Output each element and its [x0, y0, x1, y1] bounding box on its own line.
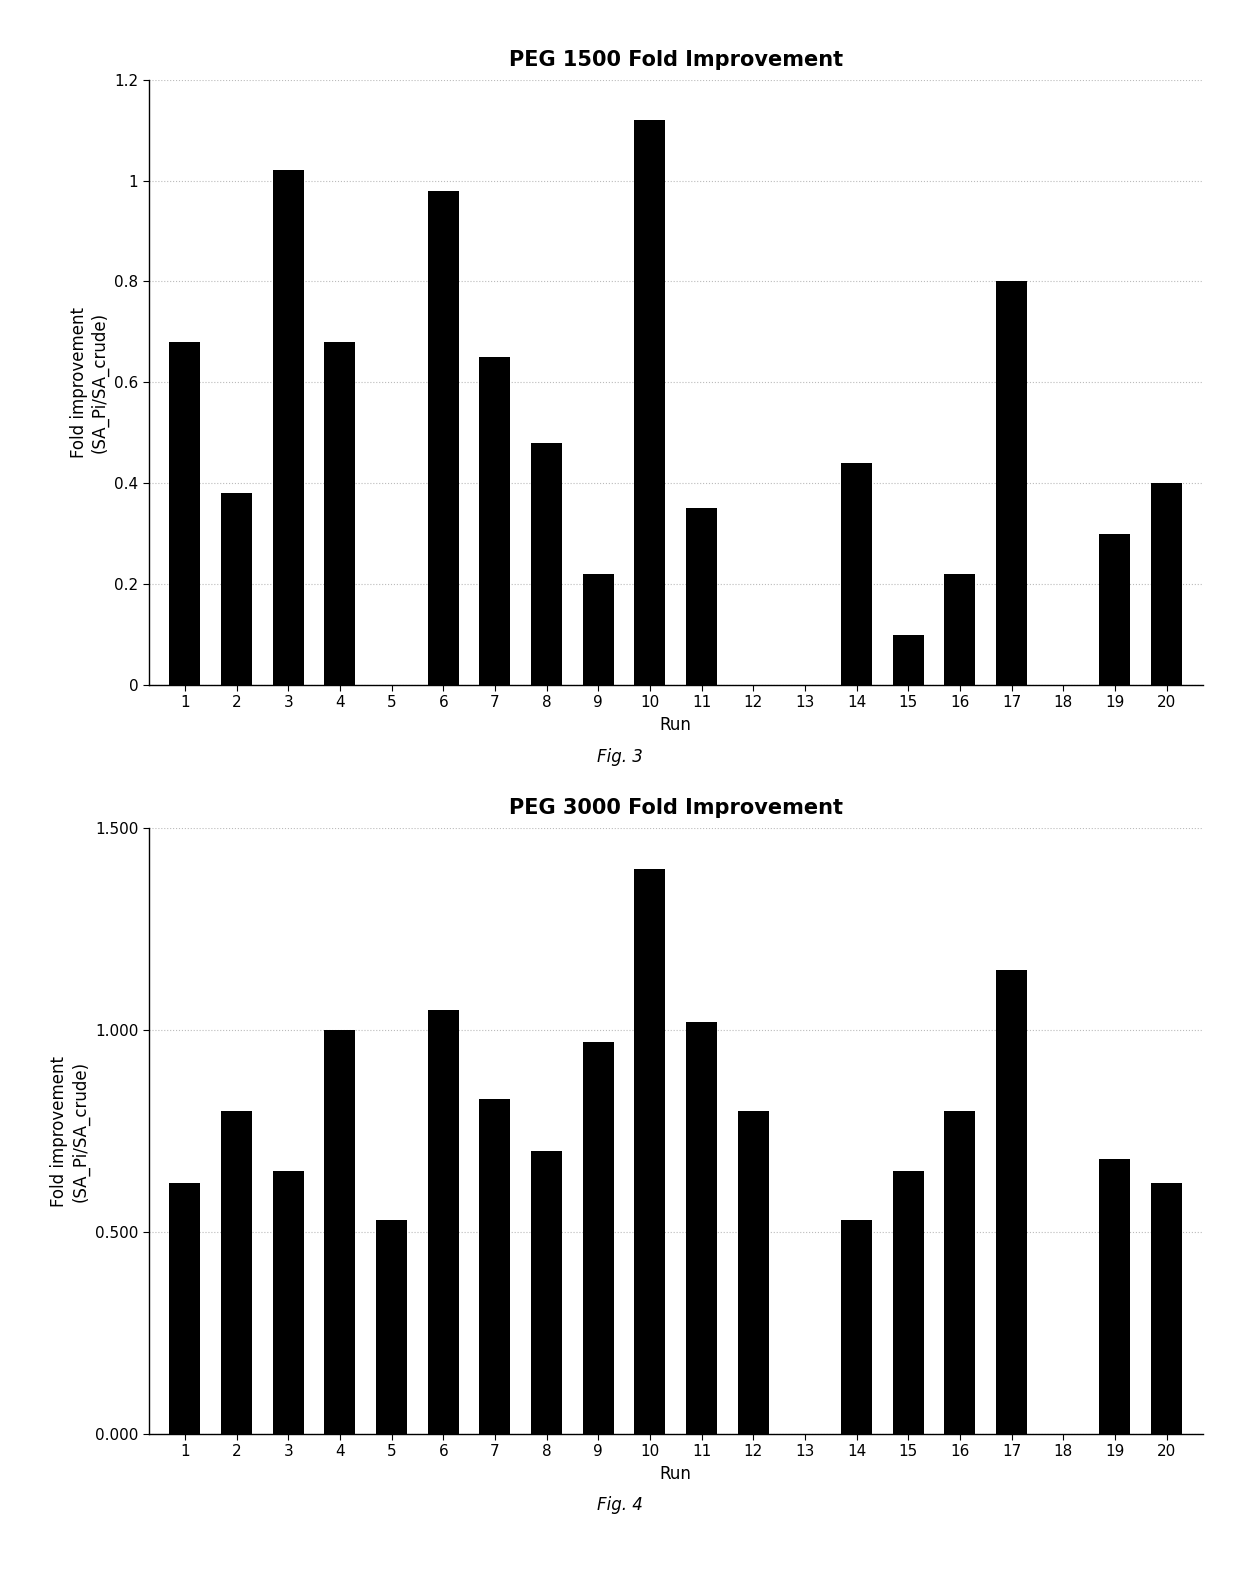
Bar [945, 573, 976, 685]
Bar [221, 1110, 252, 1434]
Bar [1151, 483, 1182, 685]
Bar [428, 191, 459, 685]
Bar [893, 1171, 924, 1434]
Title: PEG 1500 Fold Improvement: PEG 1500 Fold Improvement [508, 49, 843, 70]
Bar [170, 1184, 201, 1434]
Bar [635, 119, 666, 685]
Bar [583, 573, 614, 685]
Text: Fig. 4: Fig. 4 [598, 1496, 642, 1515]
Bar [738, 1110, 769, 1434]
Bar [221, 494, 252, 685]
Bar [1151, 1184, 1182, 1434]
Bar [635, 868, 666, 1434]
Bar [428, 1010, 459, 1434]
Bar [686, 508, 717, 685]
Bar [480, 357, 511, 685]
X-axis label: Run: Run [660, 715, 692, 734]
Bar [273, 170, 304, 685]
Bar [480, 1099, 511, 1434]
Text: Fig. 3: Fig. 3 [598, 747, 642, 766]
Y-axis label: Fold improvement
(SA_Pi/SA_crude): Fold improvement (SA_Pi/SA_crude) [51, 1056, 89, 1206]
Bar [1100, 1160, 1131, 1434]
Bar [325, 1031, 356, 1434]
Bar [945, 1110, 976, 1434]
X-axis label: Run: Run [660, 1464, 692, 1483]
Bar [841, 1220, 872, 1434]
Bar [996, 282, 1027, 685]
Bar [273, 1171, 304, 1434]
Bar [996, 970, 1027, 1434]
Bar [325, 342, 356, 685]
Title: PEG 3000 Fold Improvement: PEG 3000 Fold Improvement [508, 798, 843, 819]
Bar [686, 1023, 717, 1434]
Bar [170, 342, 201, 685]
Bar [893, 634, 924, 685]
Bar [376, 1220, 407, 1434]
Bar [1100, 534, 1131, 685]
Bar [531, 1152, 562, 1434]
Bar [841, 464, 872, 685]
Y-axis label: Fold improvement
(SA_Pi/SA_crude): Fold improvement (SA_Pi/SA_crude) [69, 307, 109, 457]
Bar [531, 443, 562, 685]
Bar [583, 1042, 614, 1434]
